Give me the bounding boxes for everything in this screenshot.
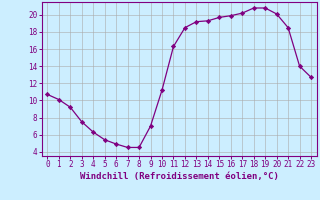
X-axis label: Windchill (Refroidissement éolien,°C): Windchill (Refroidissement éolien,°C) — [80, 172, 279, 181]
